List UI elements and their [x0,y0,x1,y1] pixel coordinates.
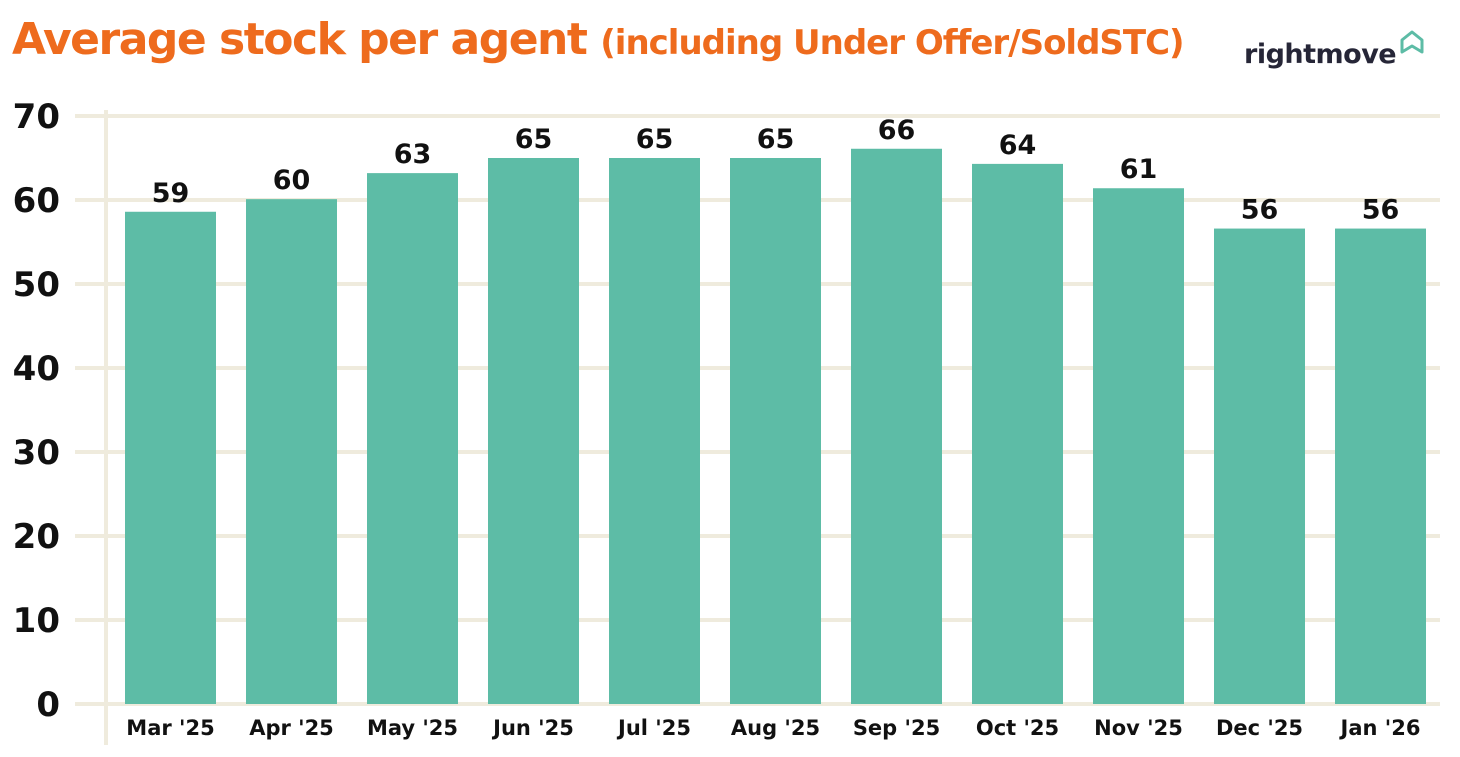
x-tick-label: Sep '25 [853,716,940,740]
bar [609,158,700,704]
bar [488,158,579,704]
data-label: 65 [636,124,674,155]
data-label: 65 [757,124,795,155]
x-tick-label: May '25 [367,716,458,740]
data-label: 60 [273,165,311,196]
y-tick-label: 50 [13,265,60,305]
logo-text: rightmove [1244,39,1397,70]
bar [246,199,337,704]
data-label: 61 [1120,154,1158,185]
data-label: 59 [152,178,190,209]
x-tick-label: Aug '25 [731,716,820,740]
bar [851,148,942,704]
rightmove-logo: rightmove [1244,30,1425,70]
x-tick-label: Jun '25 [491,716,574,740]
chart-title: Average stock per agent (including Under… [12,14,1185,65]
x-tick-label: Jul '25 [616,716,691,740]
data-label: 66 [878,115,916,146]
data-label: 64 [999,130,1037,161]
x-tick-label: Nov '25 [1094,716,1183,740]
bar [1214,228,1305,704]
data-label: 56 [1241,195,1279,226]
y-tick-label: 10 [13,601,60,641]
title-subtitle: (including Under Offer/SoldSTC) [600,23,1184,63]
y-tick-label: 70 [13,97,60,137]
y-tick-label: 20 [13,517,60,557]
data-label: 56 [1362,195,1400,226]
x-tick-label: Dec '25 [1216,716,1303,740]
bar [125,211,216,704]
bar [730,158,821,704]
bar [972,163,1063,704]
bar [367,173,458,704]
x-tick-label: Jan '26 [1339,716,1421,740]
x-tick-label: Mar '25 [126,716,214,740]
house-outline-icon [1400,30,1424,54]
bar [1093,188,1184,705]
y-tick-label: 0 [36,685,60,725]
y-tick-label: 40 [13,349,60,389]
x-tick-label: Oct '25 [976,716,1059,740]
data-label: 63 [394,139,432,170]
bar [1335,228,1426,704]
y-tick-label: 30 [13,433,60,473]
y-tick-label: 60 [13,181,60,221]
x-tick-label: Apr '25 [249,716,334,740]
title-main: Average stock per agent [12,14,588,65]
data-label: 65 [515,124,553,155]
